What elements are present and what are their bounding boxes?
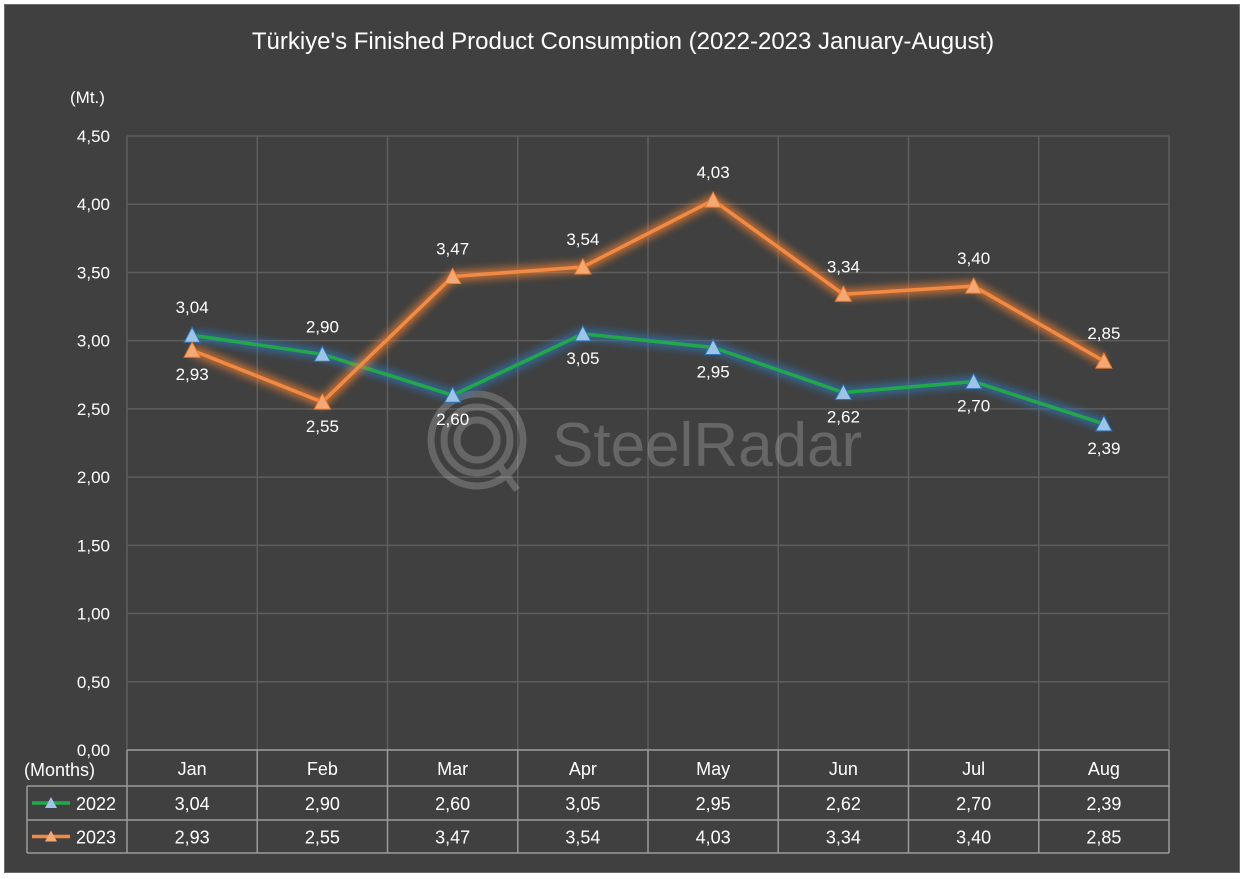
legend-label-2022: 2022 bbox=[76, 794, 116, 814]
data-label-2022: 2,95 bbox=[697, 362, 730, 381]
data-point-2022 bbox=[1095, 414, 1113, 432]
legend-marker-2023 bbox=[45, 830, 57, 842]
table-cell-2023: 4,03 bbox=[696, 828, 731, 848]
y-tick-label: 0,50 bbox=[77, 673, 110, 692]
table-cell-2022: 2,39 bbox=[1086, 794, 1121, 814]
series-2023 bbox=[190, 195, 1107, 408]
data-label-2022: 2,70 bbox=[957, 397, 990, 416]
legend-marker-2022 bbox=[45, 797, 57, 808]
data-label-2023: 2,93 bbox=[176, 365, 209, 384]
data-label-2023: 2,55 bbox=[306, 417, 339, 436]
data-point-2022 bbox=[574, 324, 592, 342]
y-axis-ticks: 0,00 0,50 1,00 1,50 2,00 2,50 3,00 3,50 4,00 4,50 bbox=[77, 127, 110, 760]
data-label-2023: 3,34 bbox=[827, 257, 860, 276]
data-point-2023 bbox=[183, 341, 201, 358]
data-label-2022: 2,60 bbox=[436, 410, 469, 429]
x-tick-label: Apr bbox=[569, 759, 597, 779]
table-cell-2023: 3,40 bbox=[956, 828, 991, 848]
series-line-2023 bbox=[191, 198, 1105, 404]
data-label-2022: 2,90 bbox=[306, 317, 339, 336]
data-label-2022: 3,04 bbox=[176, 298, 209, 317]
data-label-2022: 3,05 bbox=[566, 349, 599, 368]
data-point-2023 bbox=[834, 285, 853, 302]
y-tick-label: 1,50 bbox=[77, 536, 110, 555]
y-tick-label: 0,00 bbox=[77, 741, 110, 760]
data-label-2023: 3,54 bbox=[566, 230, 599, 249]
data-label-2023: 3,47 bbox=[436, 240, 469, 259]
data-label-2023: 2,85 bbox=[1087, 324, 1120, 343]
y-axis-unit-label: (Mt.) bbox=[70, 88, 105, 107]
y-tick-label: 2,00 bbox=[77, 468, 110, 487]
x-axis-label: (Months) bbox=[24, 760, 96, 780]
table-cell-2022: 3,05 bbox=[565, 794, 600, 814]
series-line-2022 bbox=[191, 332, 1105, 426]
table-cell-2022: 2,95 bbox=[696, 794, 731, 814]
table-cell-2022: 2,90 bbox=[305, 794, 340, 814]
table-cell-2022: 2,62 bbox=[826, 794, 861, 814]
labels-2022: 3,04 2,90 2,60 3,05 2,95 2,62 2,70 2,39 bbox=[176, 298, 1121, 458]
y-tick-label: 1,00 bbox=[77, 605, 110, 624]
data-point-2023 bbox=[704, 191, 722, 208]
chart-title: Türkiye's Finished Product Consumption (… bbox=[251, 28, 995, 55]
y-tick-label: 3,00 bbox=[77, 332, 110, 351]
x-tick-label: Aug bbox=[1088, 759, 1120, 779]
data-label-2022: 2,62 bbox=[827, 408, 860, 427]
y-tick-label: 2,50 bbox=[77, 400, 110, 419]
x-tick-label: Jul bbox=[962, 759, 985, 779]
y-tick-label: 3,50 bbox=[77, 263, 110, 282]
y-tick-label: 4,50 bbox=[77, 127, 110, 146]
chart-frame bbox=[4, 4, 1240, 873]
data-point-2023 bbox=[313, 393, 332, 410]
x-tick-label: Mar bbox=[437, 759, 468, 779]
data-point-2022 bbox=[964, 372, 983, 390]
table-cell-2022: 3,04 bbox=[175, 794, 210, 814]
data-point-2022 bbox=[704, 338, 722, 355]
table-cell-2023: 3,54 bbox=[565, 828, 600, 848]
data-point-2023 bbox=[574, 257, 592, 275]
table-cell-2023: 2,55 bbox=[305, 828, 340, 848]
data-point-2022 bbox=[443, 386, 462, 403]
y-tick-label: 4,00 bbox=[77, 195, 110, 214]
data-point-2022 bbox=[313, 345, 332, 362]
table-cell-2022: 2,60 bbox=[435, 794, 470, 814]
labels-2023: 2,93 2,55 3,47 3,54 4,03 3,34 3,40 2,85 bbox=[176, 163, 1121, 436]
watermark-text: SteelRadar bbox=[552, 411, 862, 480]
series-2022 bbox=[191, 328, 1106, 429]
data-label-2022: 2,39 bbox=[1087, 439, 1120, 458]
markers-2023 bbox=[183, 191, 1113, 410]
markers-2022 bbox=[183, 324, 1113, 432]
x-tick-label: Jun bbox=[829, 759, 858, 779]
data-label-2023: 4,03 bbox=[697, 163, 730, 182]
data-point-2023 bbox=[1095, 352, 1113, 369]
x-tick-label: May bbox=[696, 759, 730, 779]
steelradar-watermark-logo: SteelRadar bbox=[427, 390, 862, 493]
table-cell-2023: 2,93 bbox=[175, 828, 210, 848]
x-tick-label: Jan bbox=[178, 759, 207, 779]
data-label-2023: 3,40 bbox=[957, 249, 990, 268]
table-cell-2023: 3,34 bbox=[826, 828, 861, 848]
data-point-2022 bbox=[834, 383, 853, 401]
series-layer: 3,04 2,90 2,60 3,05 2,95 2,62 2,70 2,39 2,93 2,55… bbox=[176, 163, 1121, 458]
data-table: Jan Feb Mar Apr May Jun Jul Aug 2022 3,04 2,90 2,60… bbox=[26, 749, 1170, 854]
x-tick-label: Feb bbox=[307, 759, 338, 779]
data-point-2023 bbox=[964, 277, 983, 294]
table-cell-2023: 3,47 bbox=[435, 828, 470, 848]
legend-label-2023: 2023 bbox=[76, 828, 116, 848]
data-point-2023 bbox=[443, 267, 462, 285]
table-cell-2022: 2,70 bbox=[956, 794, 991, 814]
table-cell-2023: 2,85 bbox=[1086, 828, 1121, 848]
